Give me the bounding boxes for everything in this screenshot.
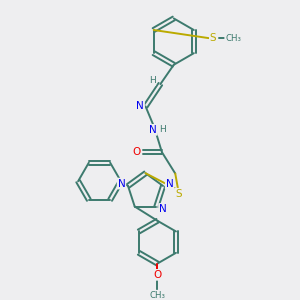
- Text: CH₃: CH₃: [149, 290, 165, 299]
- Text: O: O: [133, 147, 141, 157]
- Text: S: S: [210, 33, 217, 43]
- Text: O: O: [153, 270, 162, 280]
- Text: CH₃: CH₃: [225, 34, 241, 43]
- Text: N: N: [136, 101, 144, 111]
- Text: N: N: [118, 178, 125, 189]
- Text: S: S: [175, 189, 181, 199]
- Text: N: N: [149, 125, 157, 135]
- Text: N: N: [166, 178, 173, 189]
- Text: H: H: [149, 76, 155, 85]
- Text: H: H: [159, 125, 166, 134]
- Text: N: N: [159, 204, 167, 214]
